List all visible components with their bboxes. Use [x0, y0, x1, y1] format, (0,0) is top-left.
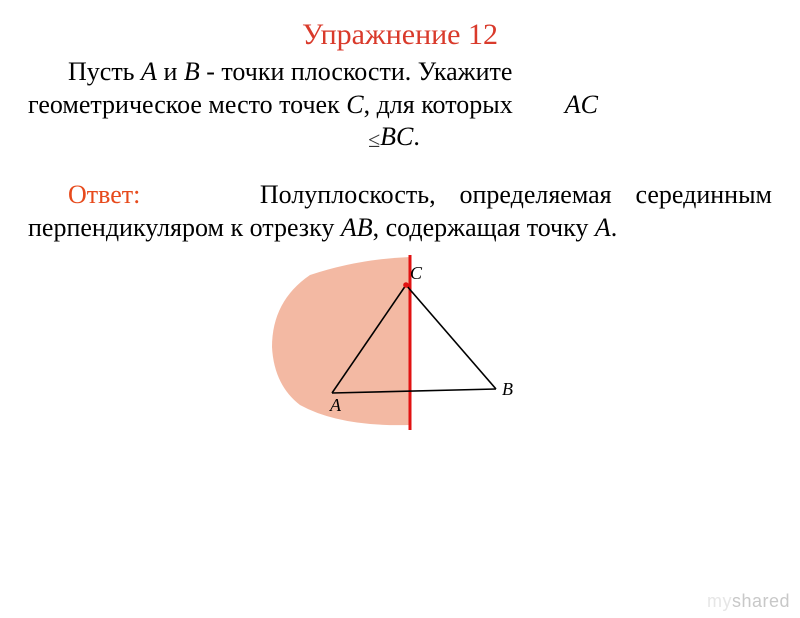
watermark: myshared: [707, 591, 790, 612]
diagram-container: A B C: [0, 255, 800, 430]
var-C: C: [346, 90, 363, 119]
svg-text:C: C: [410, 263, 423, 283]
leq-symbol: ≤: [368, 126, 380, 154]
problem-line2: геометрическое место точек C, для которы…: [28, 89, 772, 122]
answer-text: Ответ: Полуплоскость, определяемая серед…: [28, 178, 772, 246]
exercise-title: Упражнение 12: [0, 18, 800, 52]
answer-label: Ответ:: [68, 180, 140, 209]
txt: Пусть: [68, 57, 141, 86]
var-AB: AB: [341, 213, 373, 242]
svg-text:B: B: [502, 379, 513, 399]
txt: и: [157, 57, 184, 86]
geometry-diagram: A B C: [260, 255, 540, 430]
txt: - точки плоскости. Укажите: [200, 57, 513, 86]
watermark-part1: my: [707, 591, 732, 611]
svg-text:A: A: [329, 395, 342, 415]
var-B: B: [184, 57, 200, 86]
period: .: [413, 122, 420, 151]
txt: , для которых: [364, 90, 513, 119]
var-A2: A: [595, 213, 611, 242]
problem-line3: BC. ≤: [28, 121, 772, 154]
var-AC: AC: [565, 90, 598, 119]
title-text: Упражнение 12: [302, 18, 498, 51]
var-BC: BC: [380, 122, 413, 151]
problem-line1: Пусть A и B - точки плоскости. Укажите: [28, 56, 772, 89]
answer-block: Ответ: Полуплоскость, определяемая серед…: [0, 178, 800, 246]
problem-statement: Пусть A и B - точки плоскости. Укажите г…: [0, 56, 800, 154]
txt: геометрическое место точек: [28, 90, 346, 119]
txt: , содержащая точку: [373, 213, 595, 242]
watermark-part2: shared: [732, 591, 790, 611]
var-A: A: [141, 57, 157, 86]
txt: .: [611, 213, 618, 242]
